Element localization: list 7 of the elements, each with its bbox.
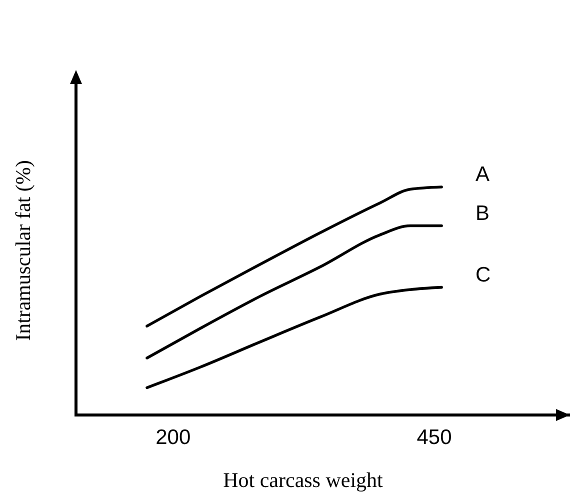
x-tick-label: 450 [416,426,452,449]
series-label: A [476,163,490,186]
x-axis-title: Hot carcass weight [223,468,384,492]
series-label: B [476,202,490,225]
x-tick-label: 200 [156,426,191,449]
y-axis-title: Intramuscular fat (%) [11,160,35,341]
series-label: C [476,263,491,286]
